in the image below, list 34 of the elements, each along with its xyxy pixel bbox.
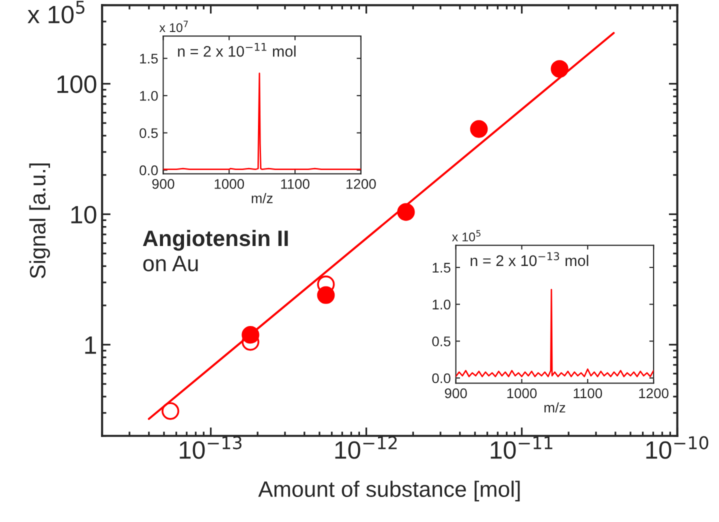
y-tick-label: 100 (57, 75, 96, 94)
x-tick-label: 1100 (281, 179, 310, 189)
x-tick-label: 1000 (214, 179, 244, 189)
x-tick-label: 900 (152, 179, 174, 189)
y-tick-label: 0.0 (140, 165, 158, 176)
x-tick-label: 1200 (346, 179, 376, 189)
x-tick-label: 900 (444, 388, 467, 398)
annotation: x 10$^{5}$ (452, 230, 480, 242)
annotation: n = 2 x 10$^{−13}$ mol (470, 252, 588, 266)
y-tick-label: 0.5 (432, 336, 450, 346)
x-tick-label: 1200 (639, 388, 668, 398)
x-tick-label: 10$^{−13}$ (180, 436, 242, 459)
annotation: x 10$^{7}$ (159, 20, 188, 32)
x-tick-label: 10$^{−12}$ (335, 436, 397, 459)
y-tick-label: 10 (71, 206, 96, 224)
y-tick-label: 0.5 (140, 128, 158, 138)
x-tick-label: 1000 (507, 388, 537, 398)
annotation: Angiotensin II (142, 230, 288, 251)
x-axis-title: Amount of substance [mol] (258, 480, 520, 502)
text: x 10$^{5}$ (28, 0, 84, 24)
x-tick-label: 10$^{−10}$ (646, 436, 708, 459)
y-axis-title: Signal [a.u.] (29, 163, 50, 278)
annotation: n = 2 x 10$^{−11}$ mol (178, 42, 296, 57)
x-tick-label: 10$^{−11}$ (490, 436, 552, 459)
y-tick-label: 1.0 (140, 90, 158, 101)
x-tick-label: 1100 (574, 388, 602, 398)
annotation: on Au (143, 256, 198, 272)
x-axis-title: m/z (544, 402, 566, 413)
y-tick-label: 0.0 (432, 373, 450, 384)
y-tick-label: 1.5 (432, 262, 450, 273)
x-axis-title: m/z (252, 193, 273, 204)
y-tick-label: 1.0 (432, 300, 450, 310)
y-tick-label: 1 (85, 336, 96, 354)
y-tick-label: 1.5 (140, 54, 158, 64)
